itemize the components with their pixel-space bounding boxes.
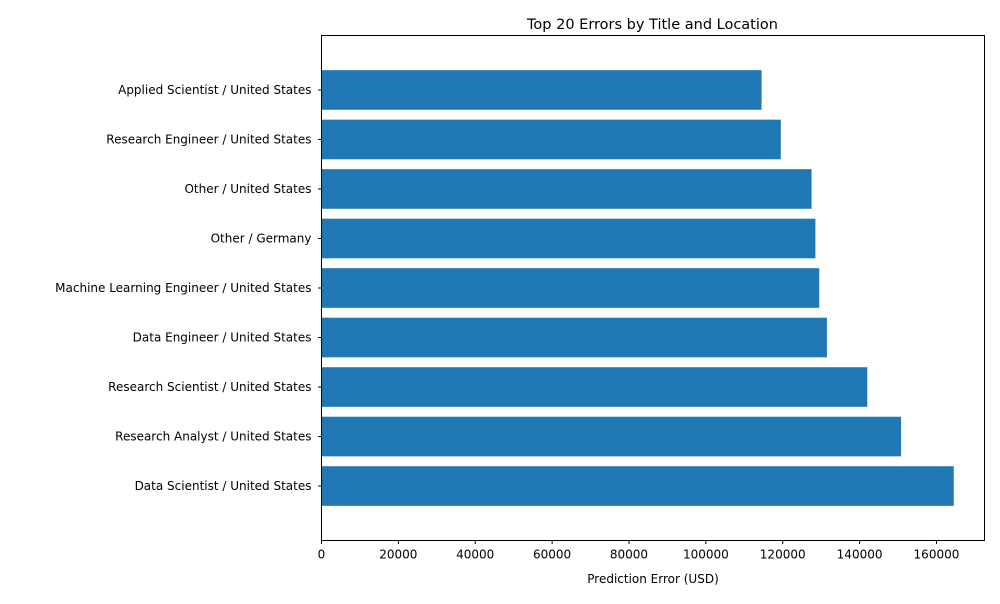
x-axis-ticks: 0 20000 40000 60000 80000 100000 120000 140000 1…: [318, 540, 960, 562]
x-tick-label: 60000: [533, 548, 571, 562]
bars-group: [321, 70, 954, 506]
x-tick-label: 0: [318, 548, 326, 562]
bar: [321, 119, 781, 160]
y-tick-label: Machine Learning Engineer / United State…: [55, 281, 311, 295]
y-axis-ticks: Applied Scientist / United States Researc…: [55, 83, 322, 493]
bar: [321, 416, 902, 457]
y-tick-label: Other / Germany: [211, 231, 312, 245]
x-tick-label: 20000: [379, 548, 417, 562]
x-tick-label: 140000: [837, 548, 883, 562]
y-tick-label: Data Engineer / United States: [133, 331, 312, 345]
chart-title: Top 20 Errors by Title and Location: [526, 17, 778, 33]
bar: [321, 70, 762, 110]
y-tick-label: Applied Scientist / United States: [118, 83, 311, 97]
bar: [321, 317, 827, 358]
x-tick-label: 120000: [760, 548, 806, 562]
bar: [321, 218, 816, 259]
x-tick-label: 40000: [456, 548, 494, 562]
bar: [321, 169, 812, 209]
x-axis-title: Prediction Error (USD): [587, 572, 719, 586]
x-tick-label: 100000: [683, 548, 729, 562]
y-tick-label: Research Engineer / United States: [106, 132, 311, 146]
bar: [321, 466, 954, 506]
bar: [321, 367, 868, 407]
y-tick-label: Research Analyst / United States: [115, 430, 311, 444]
y-tick-label: Other / United States: [184, 182, 311, 196]
y-tick-label: Data Scientist / United States: [135, 479, 312, 493]
plot-frame: [321, 35, 985, 541]
x-tick-label: 160000: [914, 548, 960, 562]
x-tick-label: 80000: [610, 548, 648, 562]
y-tick-label: Research Scientist / United States: [108, 380, 311, 394]
bar: [321, 268, 820, 308]
